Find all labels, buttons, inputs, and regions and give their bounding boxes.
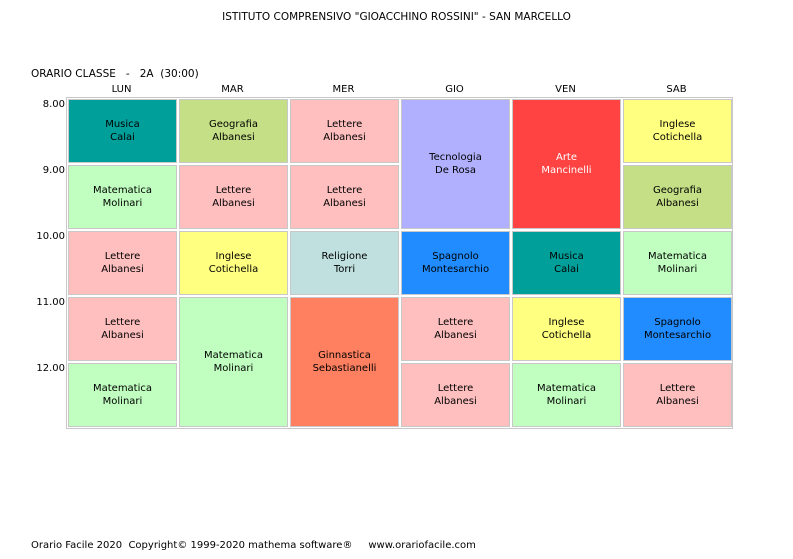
lesson-subject: Lettere <box>659 383 696 394</box>
lesson-cell[interactable]: Musica Calai <box>68 99 177 163</box>
day-header-gio: GIO <box>445 84 464 95</box>
lesson-subject: Inglese <box>659 119 696 130</box>
lesson-teacher: Molinari <box>102 198 143 209</box>
lesson-teacher: Cotichella <box>541 330 592 341</box>
lesson-teacher: Albanesi <box>323 198 366 209</box>
lesson-subject: Lettere <box>437 317 474 328</box>
lesson-cell[interactable]: Lettere Albanesi <box>290 99 399 163</box>
lesson-teacher: Albanesi <box>212 198 255 209</box>
lesson-teacher: Albanesi <box>101 330 144 341</box>
lesson-cell[interactable]: Matematica Molinari <box>512 363 621 427</box>
lesson-cell[interactable]: Matematica Molinari <box>68 165 177 229</box>
lesson-cell[interactable]: Geografia Albanesi <box>623 165 732 229</box>
lesson-cell[interactable]: Lettere Albanesi <box>290 165 399 229</box>
lesson-cell[interactable]: Religione Torri <box>290 231 399 295</box>
day-header-lun: LUN <box>111 84 132 95</box>
lesson-teacher: Montesarchio <box>643 330 712 341</box>
lesson-cell[interactable]: Lettere Albanesi <box>68 231 177 295</box>
lesson-cell[interactable]: Musica Calai <box>512 231 621 295</box>
timetable-grid: Musica Calai Matematica Molinari Lettere Alba… <box>66 97 733 429</box>
lesson-cell[interactable]: Spagnolo Montesarchio <box>623 297 732 361</box>
day-header-mar: MAR <box>221 84 244 95</box>
time-label: 12.00 <box>36 363 65 374</box>
lesson-teacher: Torri <box>333 264 356 275</box>
day-header-ven: VEN <box>555 84 576 95</box>
lesson-subject: Matematica <box>203 350 264 361</box>
lesson-teacher: Molinari <box>657 264 698 275</box>
lesson-teacher: De Rosa <box>435 165 476 176</box>
lesson-subject: Religione <box>321 251 368 262</box>
lesson-subject: Lettere <box>104 251 141 262</box>
time-label: 10.00 <box>36 231 65 242</box>
lesson-teacher: Cotichella <box>208 264 259 275</box>
lesson-subject: Musica <box>105 119 140 130</box>
day-header-mer: MER <box>332 84 355 95</box>
lesson-teacher: Albanesi <box>656 198 699 209</box>
lesson-cell[interactable]: Arte Mancinelli <box>512 99 621 229</box>
lesson-cell[interactable]: Lettere Albanesi <box>401 297 510 361</box>
lesson-subject: Tecnologia <box>429 152 482 163</box>
lesson-cell[interactable]: Geografia Albanesi <box>179 99 288 163</box>
school-title: ISTITUTO COMPRENSIVO "GIOACCHINO ROSSINI… <box>222 11 571 23</box>
lesson-teacher: Cotichella <box>652 132 703 143</box>
lesson-subject: Lettere <box>326 119 363 130</box>
lesson-subject: Inglese <box>215 251 252 262</box>
lesson-subject: Matematica <box>92 185 153 196</box>
class-label: ORARIO CLASSE - 2A (30:00) <box>31 68 199 80</box>
lesson-teacher: Albanesi <box>656 396 699 407</box>
lesson-cell[interactable]: Ginnastica Sebastianelli <box>290 297 399 427</box>
lesson-cell[interactable]: Lettere Albanesi <box>401 363 510 427</box>
lesson-cell[interactable]: Matematica Molinari <box>68 363 177 427</box>
lesson-cell[interactable]: Lettere Albanesi <box>68 297 177 361</box>
lesson-teacher: Molinari <box>213 363 254 374</box>
lesson-teacher: Mancinelli <box>541 165 592 176</box>
lesson-subject: Matematica <box>647 251 708 262</box>
lesson-subject: Geografia <box>208 119 259 130</box>
time-label: 8.00 <box>42 99 65 110</box>
lesson-cell[interactable]: Matematica Molinari <box>623 231 732 295</box>
lesson-subject: Lettere <box>104 317 141 328</box>
lesson-teacher: Calai <box>554 264 579 275</box>
lesson-cell[interactable]: Spagnolo Montesarchio <box>401 231 510 295</box>
lesson-cell[interactable]: Inglese Cotichella <box>179 231 288 295</box>
lesson-teacher: Albanesi <box>323 132 366 143</box>
lesson-cell[interactable]: Matematica Molinari <box>179 297 288 427</box>
lesson-subject: Geografia <box>652 185 703 196</box>
lesson-cell[interactable]: Lettere Albanesi <box>179 165 288 229</box>
lesson-cell[interactable]: Inglese Cotichella <box>512 297 621 361</box>
lesson-subject: Matematica <box>536 383 597 394</box>
lesson-subject: Musica <box>549 251 584 262</box>
lesson-subject: Spagnolo <box>432 251 479 262</box>
lesson-teacher: Albanesi <box>212 132 255 143</box>
time-label: 11.00 <box>36 297 65 308</box>
day-header-sab: SAB <box>666 84 687 95</box>
lesson-cell[interactable]: Inglese Cotichella <box>623 99 732 163</box>
lesson-subject: Matematica <box>92 383 153 394</box>
lesson-teacher: Albanesi <box>101 264 144 275</box>
lesson-teacher: Molinari <box>546 396 587 407</box>
lesson-cell[interactable]: Tecnologia De Rosa <box>401 99 510 229</box>
lesson-cell[interactable]: Lettere Albanesi <box>623 363 732 427</box>
lesson-teacher: Calai <box>110 132 135 143</box>
lesson-teacher: Albanesi <box>434 330 477 341</box>
lesson-subject: Lettere <box>215 185 252 196</box>
lesson-teacher: Montesarchio <box>421 264 490 275</box>
footer-copyright: Orario Facile 2020 Copyright© 1999-2020 … <box>31 540 476 551</box>
lesson-teacher: Molinari <box>102 396 143 407</box>
lesson-subject: Lettere <box>437 383 474 394</box>
lesson-subject: Lettere <box>326 185 363 196</box>
lesson-subject: Inglese <box>548 317 585 328</box>
lesson-teacher: Albanesi <box>434 396 477 407</box>
lesson-subject: Spagnolo <box>654 317 701 328</box>
lesson-subject: Arte <box>555 152 578 163</box>
lesson-subject: Ginnastica <box>318 350 371 361</box>
lesson-teacher: Sebastianelli <box>312 363 377 374</box>
time-label: 9.00 <box>42 165 65 176</box>
